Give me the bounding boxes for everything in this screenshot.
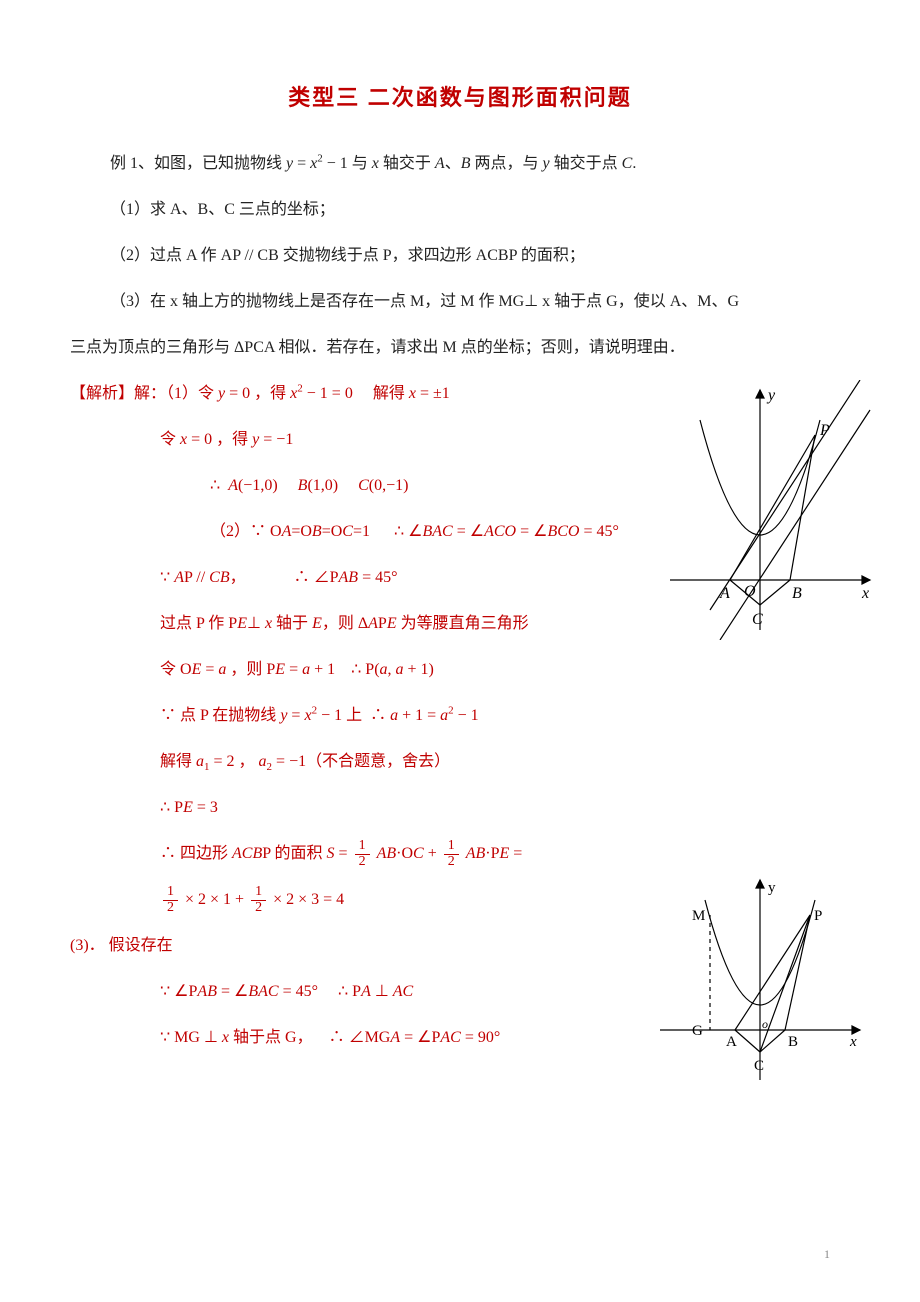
solution-2d: 令 OE = a ，则 PE = a + 1 ∴ P(a, a + 1) [70, 650, 850, 690]
label-x: x [861, 585, 869, 602]
frac-b: 2 [251, 901, 266, 916]
frac-t: 1 [444, 839, 459, 855]
frac-b: 2 [355, 855, 370, 870]
page: 类型三 二次函数与图形面积问题 例 1、如图，已知抛物线 y = x2 − 1 … [0, 0, 920, 1302]
label-M: M [692, 908, 705, 924]
sol-label: 【解析】解：（1）令 y = 0 ，得 x2 − 1 = 0 解得 x = ±1 [70, 385, 450, 402]
solution-2f: 解得 a1 = 2 ， a2 = −1（不合题意，舍去） [70, 742, 850, 782]
question-3-b: 三点为顶点的三角形与 ΔPCA 相似．若存在，请求出 M 点的坐标；否则，请说明… [70, 328, 850, 368]
label-B: B [788, 1034, 798, 1050]
label-C: C [752, 611, 763, 628]
frac-t: 1 [355, 839, 370, 855]
label-P: P [814, 908, 822, 924]
label-y: y [768, 880, 776, 896]
label-B: B [792, 585, 802, 602]
label-C: C [754, 1058, 764, 1074]
frac-b: 2 [163, 901, 178, 916]
figure-2: M P G A B C o x y [650, 870, 870, 1090]
label-O: o [762, 1017, 768, 1031]
solution-2e: ∵ 点 P 在抛物线 y = x2 − 1 上 ∴ a + 1 = a2 − 1 [70, 696, 850, 736]
question-2: （2）过点 A 作 AP // CB 交抛物线于点 P，求四边形 ACBP 的面… [70, 236, 850, 276]
problem-stem: 例 1、如图，已知抛物线 y = x2 − 1 与 x 轴交于 A、B 两点，与… [70, 144, 850, 184]
label-x: x [849, 1034, 857, 1050]
question-1: （1）求 A、B、C 三点的坐标； [70, 190, 850, 230]
page-title: 类型三 二次函数与图形面积问题 [70, 80, 850, 112]
page-number: 1 [824, 1247, 830, 1262]
stem-text: 例 1、如图，已知抛物线 y = x2 − 1 与 x 轴交于 A、B 两点，与… [110, 155, 636, 172]
solution-2g: ∴ PE = 3 [70, 788, 850, 828]
label-y: y [766, 387, 776, 404]
figure-1: A B C O P x y [660, 380, 880, 640]
frac-t: 1 [251, 885, 266, 901]
label-P: P [819, 422, 830, 439]
solution-2h: ∴ 四边形 ACBP 的面积 S = 12 AB·OC + 12 AB·PE = [70, 834, 850, 874]
frac-t: 1 [163, 885, 178, 901]
frac-b: 2 [444, 855, 459, 870]
label-A: A [719, 585, 730, 602]
label-A: A [726, 1034, 737, 1050]
label-G: G [692, 1023, 703, 1039]
question-3-a: （3）在 x 轴上方的抛物线上是否存在一点 M，过 M 作 MG⊥ x 轴于点 … [70, 282, 850, 322]
label-O: O [744, 583, 756, 600]
